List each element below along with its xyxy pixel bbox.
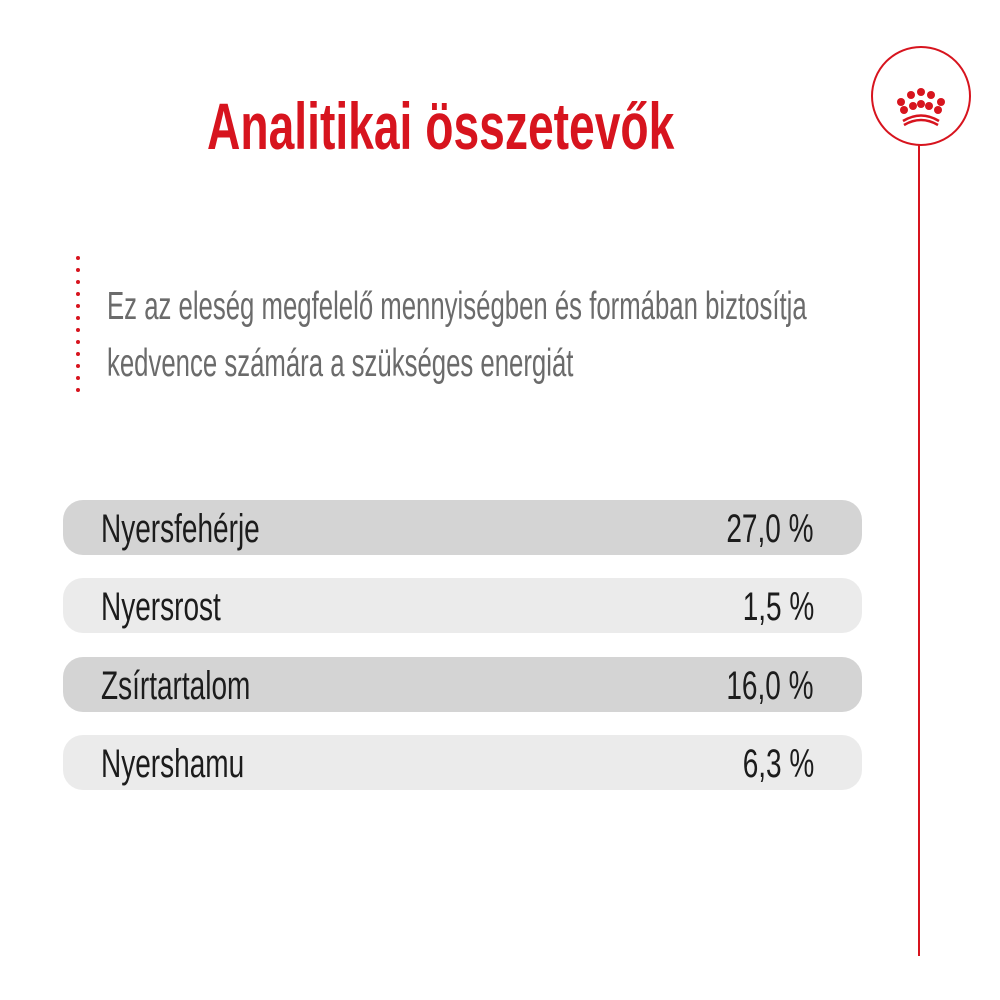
nutrient-name: Zsírtartalom [101,664,251,708]
nutrient-row: Nyershamu 6,3 % [63,735,862,790]
nutrient-name: Nyersfehérje [101,507,260,551]
dotted-divider [76,256,80,400]
page-title: Analitikai összetevők [207,89,675,163]
brand-logo [871,46,971,146]
nutrient-value: 1,5 % [742,585,814,629]
nutrient-name: Nyersrost [101,585,221,629]
nutrient-value: 16,0 % [726,664,814,708]
vertical-line [918,144,920,956]
nutrient-value: 6,3 % [742,742,814,786]
nutrient-value: 27,0 % [726,507,814,551]
nutrient-row: Nyersrost 1,5 % [63,578,862,633]
nutrient-row: Nyersfehérje 27,0 % [63,500,862,555]
description: Ez az eleség megfelelő mennyiségben és f… [107,285,807,385]
crown-icon [897,88,945,127]
nutrient-row: Zsírtartalom 16,0 % [63,657,862,712]
nutrient-name: Nyershamu [101,742,245,786]
